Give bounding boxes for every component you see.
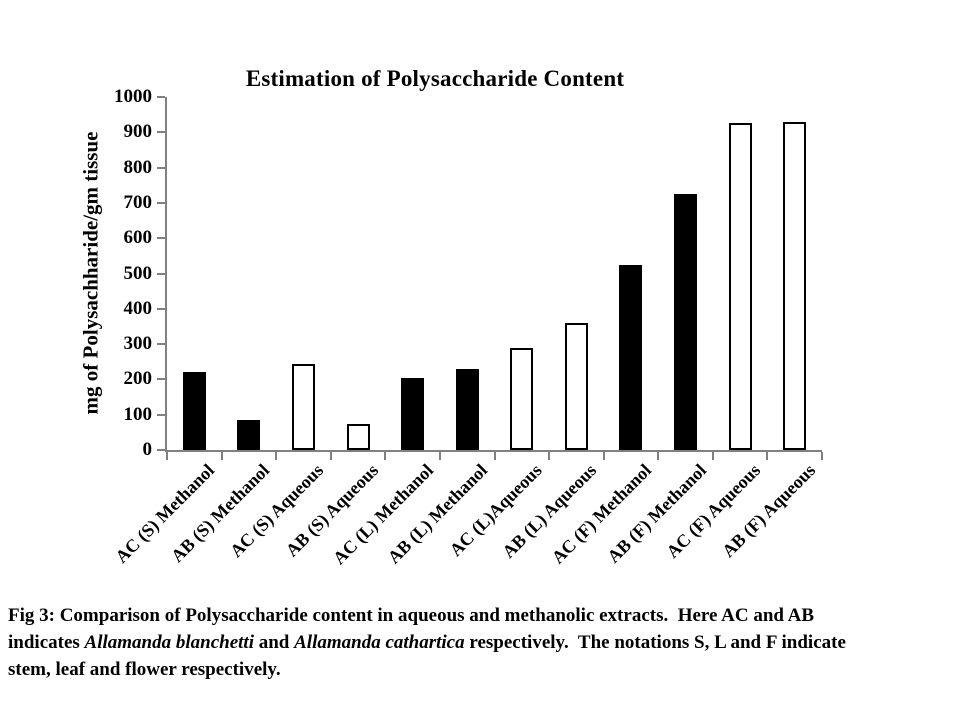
y-tick-mark — [157, 201, 165, 204]
x-tick-mark — [493, 452, 496, 460]
y-axis-label: mg of Polysachharide/gm tissue — [78, 131, 103, 415]
bar — [619, 264, 643, 450]
x-tick-mark — [657, 452, 660, 460]
x-tick-mark — [438, 452, 441, 460]
caption-text: indicates — [8, 631, 85, 653]
y-tick-mark — [157, 449, 165, 451]
caption-line: stem, leaf and flower respectively. — [8, 657, 956, 684]
bar — [674, 194, 698, 450]
x-tick-mark — [220, 452, 223, 460]
bar — [237, 420, 261, 450]
caption-text: and — [253, 631, 295, 653]
y-tick-mark — [157, 413, 165, 416]
caption-line: Fig 3: Comparison of Polysaccharide cont… — [8, 603, 956, 630]
x-tick-label: AC (F) Methanol — [547, 460, 656, 568]
y-tick-label: 700 — [123, 191, 153, 213]
y-tick-label: 800 — [123, 156, 153, 178]
x-tick-label: AB (L) Aqueous — [498, 460, 601, 562]
bar — [346, 423, 370, 450]
figure-caption: Fig 3: Comparison of Polysaccharide cont… — [8, 603, 956, 684]
x-tick-mark — [602, 452, 605, 460]
y-tick-label: 500 — [123, 262, 153, 284]
bar — [291, 363, 315, 450]
bar — [510, 347, 534, 450]
x-tick-mark — [166, 452, 168, 460]
y-tick-label: 1000 — [114, 86, 152, 107]
bar — [783, 121, 807, 450]
x-tick-label: AB (F) Methanol — [602, 460, 710, 567]
y-tick-label: 300 — [123, 333, 153, 355]
x-tick-mark — [275, 452, 278, 460]
y-tick-mark — [157, 343, 165, 346]
y-tick-label: 0 — [142, 439, 153, 460]
species-name: Allamanda blanchetti — [84, 631, 254, 653]
x-tick-label: AC (F) Aqueous — [662, 460, 765, 562]
bar — [728, 123, 752, 450]
plot-area: 0 100 200 300 400 500 600 700 800 900 1000 AC (S) M… — [112, 86, 823, 568]
bar — [564, 322, 588, 450]
x-tick-mark — [711, 452, 714, 460]
caption-text: stem, leaf and flower respectively. — [8, 658, 281, 680]
y-tick-label: 900 — [123, 121, 153, 143]
y-tick-mark — [157, 237, 165, 240]
y-tick-mark — [157, 307, 165, 310]
y-tick-label: 600 — [123, 227, 153, 249]
y-tick-label: 400 — [123, 297, 153, 319]
x-tick-mark — [384, 452, 387, 460]
bar — [182, 372, 206, 450]
y-tick-mark — [157, 96, 165, 98]
x-tick-mark — [548, 452, 551, 460]
caption-line: indicates Allamanda blanchetti and Allam… — [8, 630, 956, 657]
x-tick-mark — [329, 452, 332, 460]
y-tick-mark — [157, 166, 165, 169]
caption-text: respectively. The notations S, L and F i… — [464, 631, 846, 653]
y-tick-mark — [157, 378, 165, 381]
bar — [455, 368, 479, 450]
y-tick-label: 200 — [123, 368, 153, 390]
y-tick-mark — [157, 131, 165, 134]
x-tick-mark — [821, 452, 823, 460]
chart-title: Estimation of Polysaccharide Content — [245, 66, 625, 91]
x-tick-label: AC (S) Methanol — [111, 460, 219, 567]
x-tick-label: AC (S) Aqueous — [226, 460, 328, 562]
y-tick-label: 100 — [123, 403, 153, 425]
y-tick-mark — [157, 272, 165, 275]
species-name: Allamanda cathartica — [294, 631, 465, 653]
x-tick-mark — [766, 452, 769, 460]
caption-text: Fig 3: Comparison of Polysaccharide cont… — [8, 605, 815, 626]
bar — [401, 377, 425, 450]
